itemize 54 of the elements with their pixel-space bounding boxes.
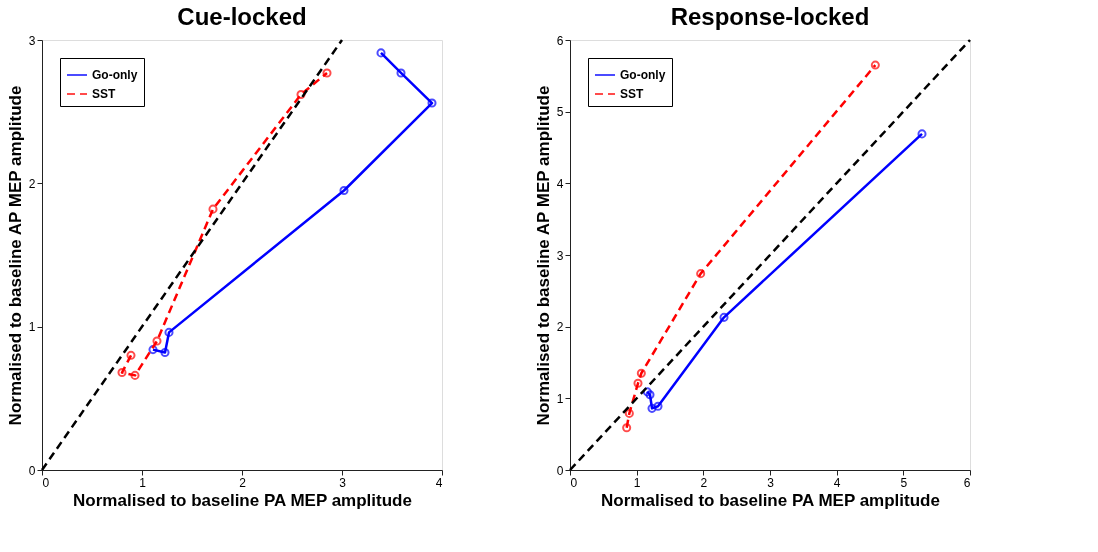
point [322,68,332,78]
point [296,89,306,99]
y-tick-label: 1 [556,391,564,406]
chart-title: Cue-locked [177,3,307,30]
point [622,423,632,433]
x-axis-title: Normalised to baseline PA MEP amplitude [601,490,940,510]
point [339,185,349,196]
y-tick-label: 3 [28,33,36,48]
y-axis-title: Normalised to baseline AP MEP amplitude [5,85,25,426]
y-tick-label: 6 [556,33,564,48]
y-tick-label: 3 [556,248,564,263]
point [636,368,646,378]
x-tick-label: 3 [339,475,347,490]
point [396,68,406,78]
y-tick-label: 0 [28,463,36,478]
point [130,370,140,380]
x-tick-label: 2 [239,475,247,490]
point [208,204,218,214]
point [633,378,643,388]
y-axis-title: Normalised to baseline AP MEP amplitude [533,85,553,426]
y-tick-label: 4 [556,176,564,191]
x-tick-label: 4 [435,475,443,490]
x-tick-label: 2 [700,475,708,490]
x-tick-label: 0 [42,475,50,490]
x-tick-label: 1 [633,475,641,490]
point [160,347,170,357]
point [870,60,880,70]
y-tick-label: 2 [28,176,36,191]
x-tick-label: 5 [900,475,908,490]
x-tick-label: 3 [767,475,775,490]
x-tick-label: 0 [570,475,578,490]
legend-label: Go-only [620,68,666,82]
point [719,312,729,322]
chart-title: Response-locked [670,3,870,30]
point [152,336,162,346]
point [647,403,657,413]
point [164,327,174,337]
point [653,401,663,411]
point [126,350,136,360]
point [624,408,634,418]
x-tick-label: 1 [139,475,147,490]
legend-label: SST [92,87,117,101]
point [117,368,127,378]
legend-label: Go-only [92,68,138,82]
x-tick-label: 4 [833,475,841,490]
point [696,269,706,279]
point [427,98,437,108]
y-tick-label: 0 [556,463,564,478]
y-tick-label: 5 [556,105,564,120]
x-tick-label: 6 [963,475,971,490]
x-axis-title: Normalised to baseline PA MEP amplitude [73,490,412,510]
legend-label: SST [620,87,645,101]
y-tick-label: 2 [556,320,564,335]
y-tick-label: 1 [28,320,36,335]
